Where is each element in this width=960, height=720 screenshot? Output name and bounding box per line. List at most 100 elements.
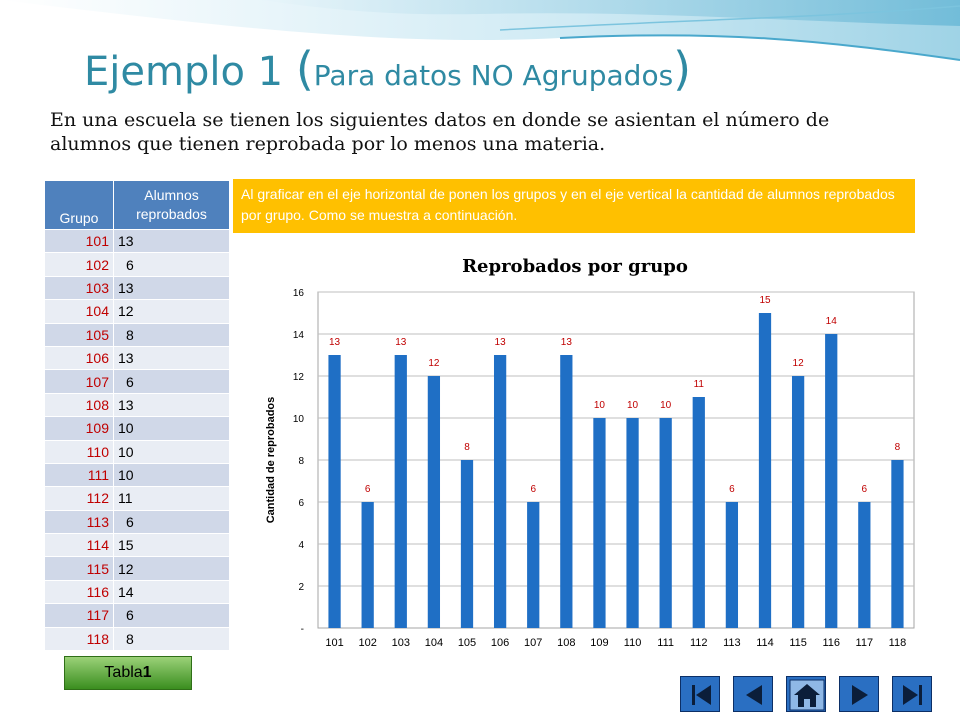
y-tick-label: 6 bbox=[298, 498, 304, 509]
last-slide-button[interactable] bbox=[892, 676, 932, 712]
bar bbox=[394, 355, 407, 628]
table-row: 101 13 bbox=[44, 228, 230, 254]
table-row: 117 6 bbox=[44, 603, 230, 628]
cell-alumnos: 10 bbox=[113, 416, 230, 441]
bar bbox=[891, 460, 904, 628]
x-tick-label: 112 bbox=[690, 637, 708, 649]
cell-alumnos: 6 bbox=[113, 369, 230, 394]
x-tick-label: 102 bbox=[358, 637, 376, 649]
bar-chart: - 2 4 6 8 10 12 14 16 Reprobados por grupo Cantida… bbox=[265, 256, 915, 649]
chart-title: Reprobados por grupo bbox=[462, 256, 688, 277]
table-row: 118 8 bbox=[44, 626, 230, 652]
table-row: 116 14 bbox=[44, 579, 230, 605]
bar bbox=[858, 502, 871, 628]
cell-grupo: 112 bbox=[44, 486, 114, 511]
cell-grupo: 101 bbox=[44, 228, 114, 254]
table-row: 114 15 bbox=[44, 533, 230, 558]
data-label: 10 bbox=[660, 400, 672, 411]
y-tick-label: 4 bbox=[298, 540, 304, 551]
bar bbox=[493, 355, 507, 628]
first-slide-button[interactable] bbox=[680, 676, 720, 712]
data-label: 10 bbox=[627, 400, 639, 411]
x-tick-label: 118 bbox=[889, 637, 907, 649]
last-slide-icon bbox=[903, 685, 922, 705]
previous-slide-icon bbox=[746, 685, 762, 705]
y-tick-label: 12 bbox=[293, 372, 305, 383]
data-label: 12 bbox=[428, 358, 440, 369]
cell-alumnos: 14 bbox=[113, 579, 230, 605]
cell-grupo: 103 bbox=[44, 275, 114, 301]
bar bbox=[460, 460, 474, 628]
cell-grupo: 114 bbox=[44, 533, 114, 558]
cell-grupo: 106 bbox=[44, 345, 114, 371]
slide-title: Ejemplo 1 (Para datos NO Agrupados) bbox=[84, 46, 691, 92]
next-slide-icon bbox=[852, 685, 868, 705]
cell-grupo: 110 bbox=[44, 439, 114, 464]
x-tick-label: 105 bbox=[458, 637, 476, 649]
explanation-note: Al graficar en el eje horizontal de pone… bbox=[233, 179, 915, 233]
table-row: 102 6 bbox=[44, 252, 230, 277]
cell-grupo: 107 bbox=[44, 369, 114, 394]
data-label: 11 bbox=[694, 379, 705, 390]
cell-grupo: 111 bbox=[44, 462, 114, 488]
table-row: 112 11 bbox=[44, 486, 230, 511]
x-tick-label: 108 bbox=[557, 637, 575, 649]
x-tick-label: 113 bbox=[723, 637, 741, 649]
table-row: 110 10 bbox=[44, 439, 230, 464]
data-label: 13 bbox=[495, 337, 507, 348]
cell-grupo: 115 bbox=[44, 556, 114, 581]
table-header-row: Grupo Alumnos reprobados bbox=[44, 180, 230, 230]
cell-grupo: 116 bbox=[44, 579, 114, 605]
tabla-1-button[interactable]: Tabla 1 bbox=[64, 656, 192, 690]
bar bbox=[692, 397, 705, 628]
y-tick-label: 14 bbox=[293, 330, 305, 341]
data-label: 15 bbox=[759, 295, 771, 306]
cell-alumnos: 6 bbox=[113, 509, 230, 535]
title-subtitle: Para datos NO Agrupados bbox=[313, 59, 674, 92]
bar bbox=[725, 502, 739, 628]
bar bbox=[328, 355, 341, 628]
cell-alumnos: 13 bbox=[113, 275, 230, 301]
table-body: 101 13 102 6 103 13 104 12 105 8 106 13 107 6 108 13 109… bbox=[44, 228, 230, 652]
x-tick-label: 117 bbox=[856, 637, 874, 649]
cell-alumnos: 11 bbox=[113, 486, 230, 511]
x-tick-label: 101 bbox=[325, 637, 343, 649]
bar bbox=[361, 502, 374, 628]
data-label: 6 bbox=[862, 484, 868, 495]
first-slide-icon bbox=[692, 685, 711, 705]
data-label: 10 bbox=[594, 400, 606, 411]
bar bbox=[626, 418, 639, 628]
previous-slide-button[interactable] bbox=[733, 676, 773, 712]
data-label: 6 bbox=[365, 484, 371, 495]
cell-grupo: 113 bbox=[44, 509, 114, 535]
cell-alumnos: 13 bbox=[113, 345, 230, 371]
bar bbox=[825, 334, 838, 628]
x-tick-label: 110 bbox=[624, 637, 642, 649]
data-label: 13 bbox=[395, 337, 407, 348]
table-row: 108 13 bbox=[44, 392, 230, 418]
x-tick-label: 116 bbox=[822, 637, 840, 649]
cell-grupo: 105 bbox=[44, 322, 114, 347]
next-slide-button[interactable] bbox=[839, 676, 879, 712]
table-row: 103 13 bbox=[44, 275, 230, 301]
header-grupo: Grupo bbox=[44, 180, 114, 230]
table-row: 107 6 bbox=[44, 369, 230, 394]
x-tick-label: 114 bbox=[756, 637, 774, 649]
y-tick-label: - bbox=[301, 624, 304, 635]
chart-container: - 2 4 6 8 10 12 14 16 Reprobados por grupo Cantida… bbox=[262, 240, 928, 652]
data-table: Grupo Alumnos reprobados 101 13 102 6 103 13 1… bbox=[44, 180, 230, 652]
x-tick-label: 115 bbox=[789, 637, 807, 649]
bar bbox=[791, 376, 805, 628]
bar bbox=[593, 418, 606, 628]
table-row: 104 12 bbox=[44, 299, 230, 324]
home-button[interactable] bbox=[786, 676, 826, 712]
cell-grupo: 104 bbox=[44, 299, 114, 324]
table-row: 109 10 bbox=[44, 416, 230, 441]
data-label: 14 bbox=[826, 316, 838, 327]
cell-grupo: 118 bbox=[44, 626, 114, 652]
data-label: 6 bbox=[729, 484, 735, 495]
cell-alumnos: 6 bbox=[113, 252, 230, 277]
x-tick-label: 109 bbox=[590, 637, 608, 649]
cell-grupo: 117 bbox=[44, 603, 114, 628]
